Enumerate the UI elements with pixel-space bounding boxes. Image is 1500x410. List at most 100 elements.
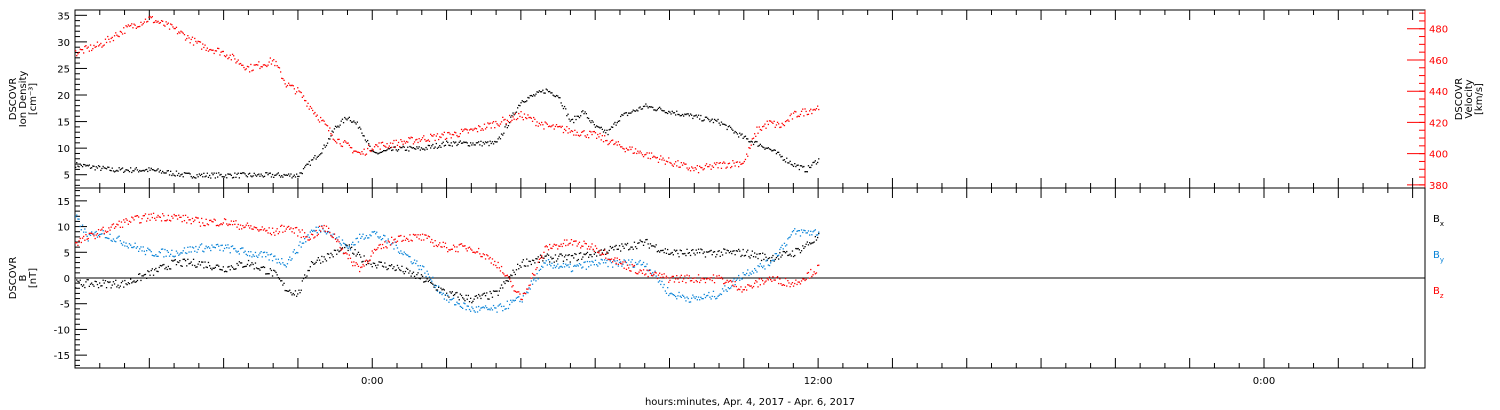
data-point — [758, 253, 760, 255]
data-point — [409, 270, 411, 272]
data-point — [770, 279, 772, 281]
data-point — [337, 249, 339, 251]
data-point — [748, 255, 750, 258]
data-point — [190, 261, 192, 263]
data-point — [254, 226, 257, 229]
data-point — [109, 229, 111, 231]
data-point — [354, 244, 356, 246]
data-point — [742, 289, 744, 291]
data-point — [210, 249, 212, 252]
data-point — [189, 262, 191, 264]
data-point — [699, 118, 701, 120]
data-point — [259, 229, 261, 231]
data-point — [231, 245, 234, 247]
data-point — [344, 246, 346, 249]
data-point — [181, 265, 183, 267]
data-point — [546, 246, 548, 248]
data-point — [360, 256, 362, 258]
data-point — [80, 284, 82, 286]
data-point — [542, 266, 544, 268]
data-point — [703, 278, 705, 280]
data-point — [719, 293, 721, 295]
data-point — [558, 255, 560, 257]
data-point — [589, 254, 591, 256]
data-point — [92, 48, 94, 50]
data-point — [795, 247, 797, 250]
data-point — [614, 257, 616, 259]
data-point — [787, 119, 789, 121]
data-point — [787, 162, 789, 164]
data-point — [182, 214, 184, 217]
data-point — [475, 142, 478, 144]
data-point — [618, 261, 621, 264]
data-point — [443, 145, 445, 147]
data-point — [600, 258, 602, 261]
data-point — [533, 279, 535, 281]
data-point — [342, 122, 345, 124]
data-point — [614, 260, 616, 262]
data-point — [514, 290, 516, 292]
data-point — [554, 266, 557, 269]
data-point — [396, 150, 399, 152]
data-point — [580, 247, 582, 249]
data-point — [334, 238, 337, 240]
data-point — [99, 233, 101, 236]
data-point — [450, 248, 452, 250]
data-point — [162, 264, 164, 266]
data-point — [123, 219, 125, 221]
data-point — [294, 176, 297, 178]
data-point — [574, 240, 576, 242]
data-point — [269, 232, 271, 234]
data-point — [262, 176, 265, 178]
data-point — [318, 225, 321, 227]
data-point — [233, 248, 235, 250]
data-point — [404, 239, 407, 241]
data-point — [687, 169, 689, 171]
data-point — [486, 292, 488, 294]
data-point — [191, 246, 194, 248]
data-point — [197, 217, 199, 219]
data-point — [583, 113, 585, 115]
data-point — [338, 126, 340, 128]
data-point — [383, 234, 385, 236]
data-point — [107, 281, 109, 283]
right-y-tick-label: 460 — [1429, 56, 1448, 67]
data-point — [376, 152, 378, 154]
data-point — [222, 176, 224, 178]
data-point — [715, 277, 717, 279]
data-point — [337, 239, 339, 241]
data-point — [105, 168, 108, 170]
data-point — [377, 153, 379, 155]
data-point — [367, 237, 369, 239]
data-point — [235, 250, 237, 252]
data-point — [629, 248, 631, 250]
data-point — [245, 68, 247, 70]
data-point — [371, 231, 373, 233]
data-point — [242, 64, 244, 66]
data-point — [266, 251, 268, 254]
data-point — [494, 307, 496, 309]
data-point — [176, 33, 179, 35]
data-point — [800, 229, 803, 231]
data-point — [266, 273, 268, 275]
data-point — [624, 112, 626, 114]
data-point — [791, 231, 794, 233]
data-point — [481, 128, 483, 130]
data-point — [78, 218, 80, 220]
data-point — [399, 252, 401, 254]
data-point — [162, 170, 164, 173]
data-point — [423, 148, 425, 150]
data-point — [237, 250, 239, 252]
data-point — [492, 264, 495, 266]
data-point — [774, 126, 776, 128]
data-point — [209, 247, 211, 249]
data-point — [740, 286, 742, 288]
data-point — [511, 274, 513, 277]
data-point — [742, 137, 744, 139]
data-point — [128, 283, 131, 285]
data-point — [159, 252, 161, 254]
data-point — [87, 165, 89, 167]
data-point — [401, 265, 403, 267]
data-point — [133, 170, 135, 172]
data-point — [537, 125, 539, 127]
